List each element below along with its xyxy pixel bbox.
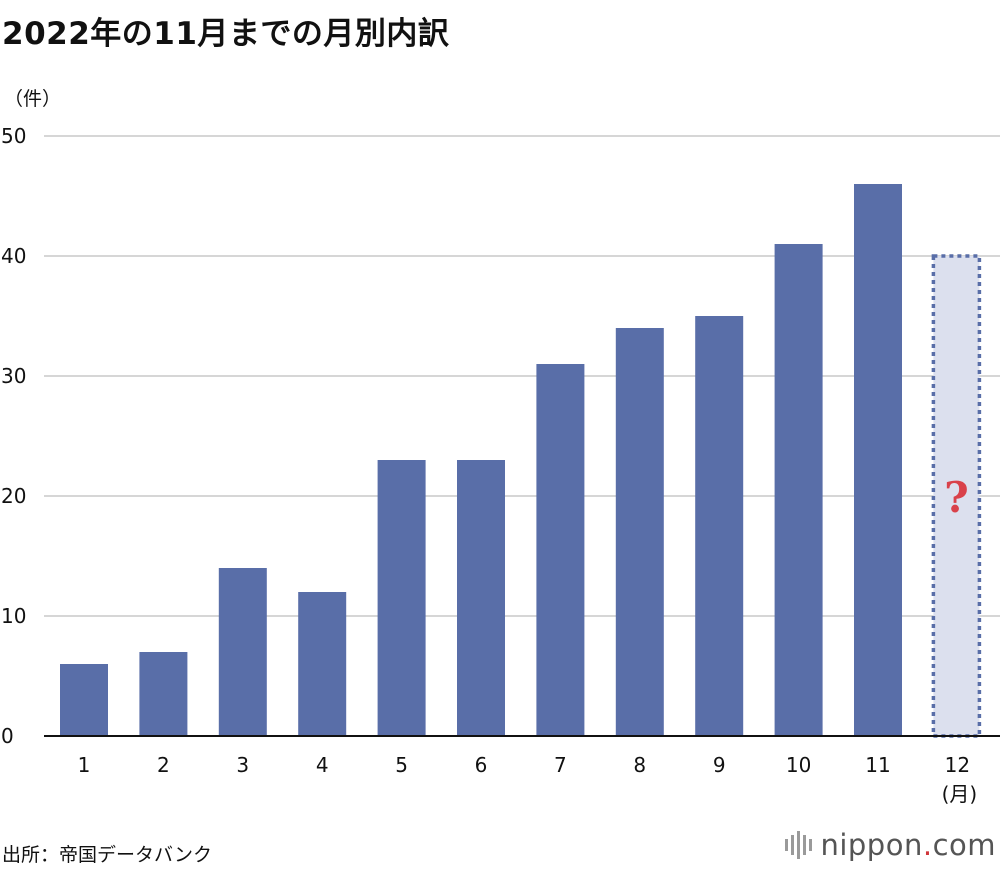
bar-month-3 <box>218 568 267 736</box>
x-tick-label: 1 <box>78 753 91 777</box>
source-note: 出所：帝国データバンク <box>2 844 212 866</box>
projected-bar-month-12 <box>931 254 982 738</box>
x-tick-label: 10 <box>786 753 811 777</box>
x-tick-label: 4 <box>316 753 329 777</box>
x-tick-label: 2 <box>157 753 170 777</box>
logo-wordmark: nippon.com <box>820 828 996 862</box>
x-tick-label: 3 <box>236 753 249 777</box>
x-tick-label: 9 <box>713 753 726 777</box>
x-tick-label: 5 <box>395 753 408 777</box>
y-tick-label: 50 <box>1 124 26 148</box>
x-tick-label: 12 <box>945 753 970 777</box>
bar-month-8 <box>615 328 664 736</box>
logo-name: nippon <box>820 828 923 862</box>
y-tick-label: 20 <box>1 484 26 508</box>
x-tick-label: 7 <box>554 753 567 777</box>
x-tick-label: 8 <box>633 753 646 777</box>
x-axis-unit-label: (月) <box>942 782 978 806</box>
bar-month-7 <box>536 364 585 736</box>
logo-suffix: com <box>932 828 996 862</box>
projected-question-mark: ? <box>944 473 969 522</box>
y-tick-label: 0 <box>1 724 14 748</box>
chart-title: 2022年の11月までの月別内訳 <box>2 16 450 52</box>
bar-month-11 <box>854 184 902 736</box>
bar-month-5 <box>377 460 426 736</box>
x-tick-label: 11 <box>865 753 890 777</box>
y-tick-label: 10 <box>1 604 26 628</box>
bar-month-1 <box>60 664 108 736</box>
bar-month-2 <box>139 652 188 736</box>
gridlines <box>44 135 1000 617</box>
bar-month-9 <box>695 316 744 736</box>
bars: ? <box>60 184 982 738</box>
logo-bars-icon <box>785 830 813 860</box>
logo-dot: . <box>922 828 933 862</box>
y-axis-unit-label: （件） <box>4 88 62 110</box>
x-tick-label: 6 <box>475 753 488 777</box>
bar-month-10 <box>774 244 823 736</box>
bar-month-6 <box>457 460 505 736</box>
nippon-com-logo: nippon.com <box>785 828 996 862</box>
y-tick-label: 30 <box>1 364 26 388</box>
y-tick-label: 40 <box>1 244 26 268</box>
bar-month-4 <box>298 592 347 736</box>
